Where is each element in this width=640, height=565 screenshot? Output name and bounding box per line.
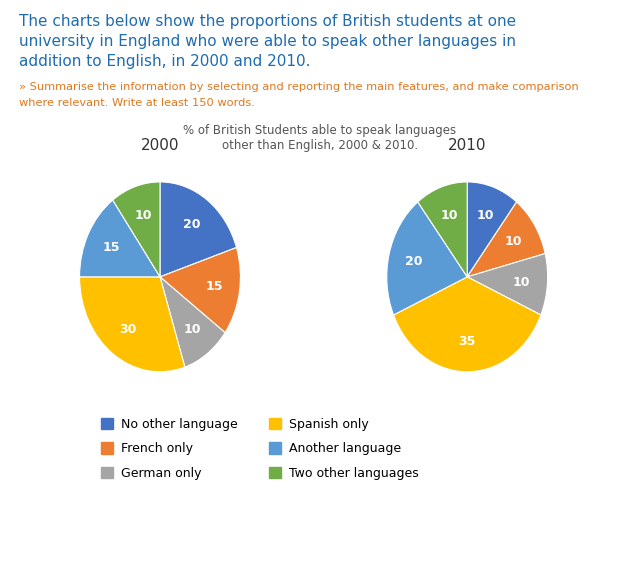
Wedge shape [387,202,467,315]
Text: 10: 10 [134,209,152,222]
Text: where relevant. Write at least 150 words.: where relevant. Write at least 150 words… [19,98,255,108]
Legend: No other language, French only, German only, Spanish only, Another language, Two: No other language, French only, German o… [96,413,424,485]
Text: 10: 10 [184,323,201,336]
Wedge shape [160,277,225,367]
Wedge shape [79,200,160,277]
Text: addition to English, in 2000 and 2010.: addition to English, in 2000 and 2010. [19,54,310,69]
Wedge shape [418,182,467,277]
Text: 20: 20 [184,218,201,231]
Text: 10: 10 [504,235,522,248]
Text: 15: 15 [102,241,120,254]
Text: 10: 10 [476,209,493,222]
Wedge shape [467,182,516,277]
Wedge shape [113,182,160,277]
Text: 10: 10 [441,209,458,222]
Text: 10: 10 [513,276,531,289]
Text: 35: 35 [458,335,476,348]
Wedge shape [160,182,237,277]
Wedge shape [160,247,241,333]
Text: 15: 15 [205,280,223,293]
Text: 20: 20 [405,254,423,267]
Wedge shape [79,277,185,372]
Text: 30: 30 [119,323,136,336]
Text: » Summarise the information by selecting and reporting the main features, and ma: » Summarise the information by selecting… [19,82,579,92]
Title: 2000: 2000 [141,138,179,153]
Text: university in England who were able to speak other languages in: university in England who were able to s… [19,34,516,49]
Wedge shape [467,202,545,277]
Text: % of British Students able to speak languages
other than English, 2000 & 2010.: % of British Students able to speak lang… [184,124,456,153]
Text: The charts below show the proportions of British students at one: The charts below show the proportions of… [19,14,516,29]
Wedge shape [467,254,548,315]
Wedge shape [394,277,541,372]
Title: 2010: 2010 [448,138,486,153]
